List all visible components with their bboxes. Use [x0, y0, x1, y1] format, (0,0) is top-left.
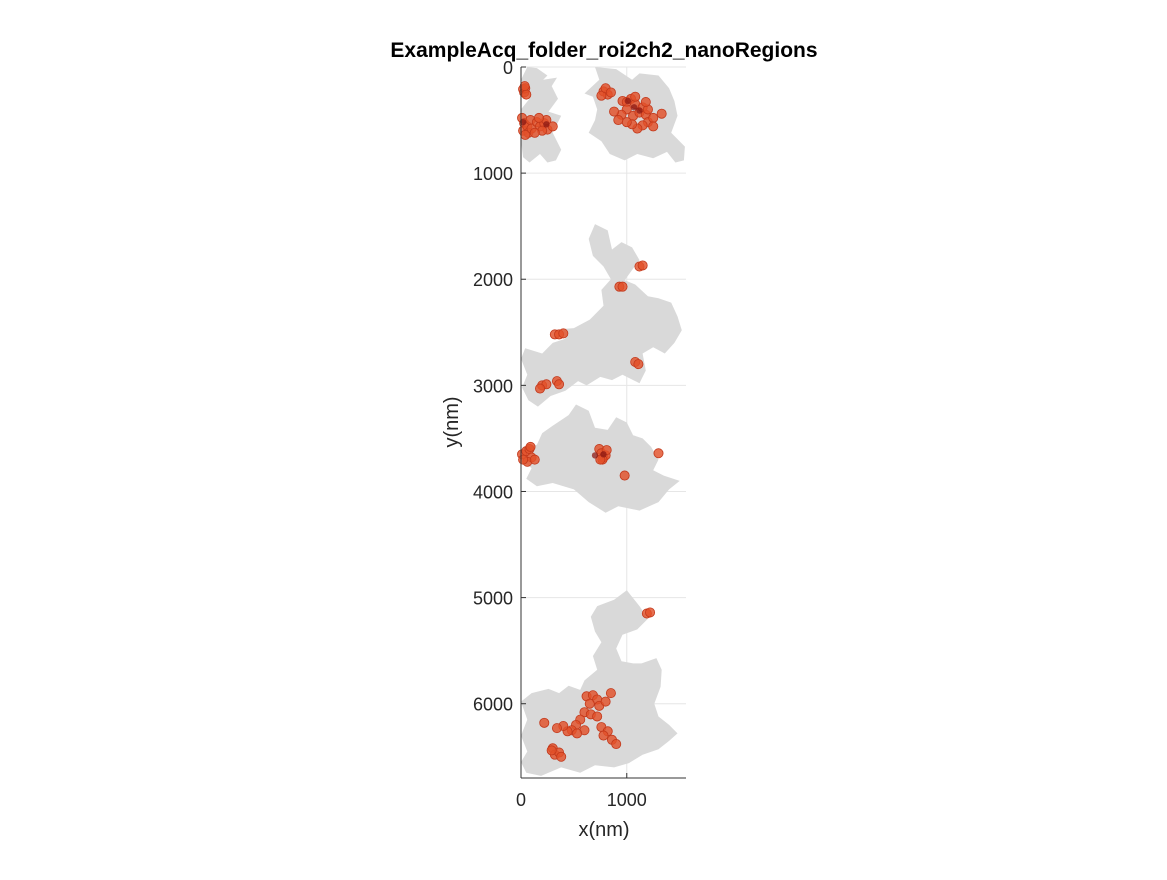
data-point	[572, 728, 583, 739]
data-point	[613, 115, 624, 126]
data-point	[529, 127, 540, 138]
dense-center-point	[600, 451, 607, 458]
data-point	[547, 121, 558, 132]
data-point	[592, 711, 603, 722]
data-point	[546, 745, 557, 756]
data-point	[633, 359, 644, 370]
data-point	[648, 121, 659, 132]
y-axis-label: y(nm)	[441, 396, 463, 447]
data-point	[656, 108, 667, 119]
y-tick-label: 1000	[473, 164, 513, 184]
data-point	[535, 383, 546, 394]
localization-points	[517, 81, 667, 762]
dense-center-point	[636, 107, 643, 114]
data-point	[539, 717, 550, 728]
data-point	[605, 87, 616, 98]
nano-region	[521, 224, 682, 407]
dense-center-point	[519, 118, 527, 126]
data-point	[621, 117, 632, 128]
data-point	[653, 448, 664, 459]
data-point	[533, 112, 544, 123]
x-tick-label: 1000	[607, 790, 647, 810]
y-tick-label: 6000	[473, 695, 513, 715]
data-point	[640, 97, 651, 108]
data-point	[619, 470, 630, 481]
x-axis-label: x(nm)	[578, 819, 629, 841]
dense-center-point	[624, 97, 632, 105]
dense-center-point	[630, 104, 638, 111]
data-point	[554, 379, 565, 390]
data-point	[584, 698, 595, 709]
data-point	[525, 441, 536, 452]
data-point	[617, 281, 628, 292]
nano-region	[521, 590, 678, 776]
data-point	[529, 454, 540, 465]
data-point	[648, 112, 659, 123]
chart-title: ExampleAcq_folder_roi2ch2_nanoRegions	[390, 39, 817, 62]
data-point	[609, 106, 620, 117]
data-point	[519, 81, 530, 92]
y-tick-label: 4000	[473, 482, 513, 502]
y-tick-label: 2000	[473, 270, 513, 290]
data-point	[551, 723, 562, 734]
x-tick-label: 0	[516, 790, 526, 810]
axes: 0 1000 0 1000 2000 3000 4000 5000 6000	[473, 58, 686, 810]
data-point	[596, 90, 607, 101]
data-point	[600, 696, 611, 707]
data-point	[605, 688, 616, 699]
data-point	[630, 91, 641, 102]
data-point	[637, 260, 648, 271]
data-point	[556, 751, 567, 762]
data-point	[645, 607, 656, 618]
y-tick-label: 3000	[473, 376, 513, 396]
data-point	[611, 739, 622, 750]
data-point	[598, 730, 609, 741]
dense-center-point	[543, 121, 550, 128]
data-point	[518, 454, 529, 465]
data-point	[521, 89, 532, 100]
data-point	[558, 328, 569, 339]
y-tick-label: 0	[503, 58, 513, 78]
dense-center-point	[591, 452, 599, 459]
y-tick-label: 5000	[473, 589, 513, 609]
